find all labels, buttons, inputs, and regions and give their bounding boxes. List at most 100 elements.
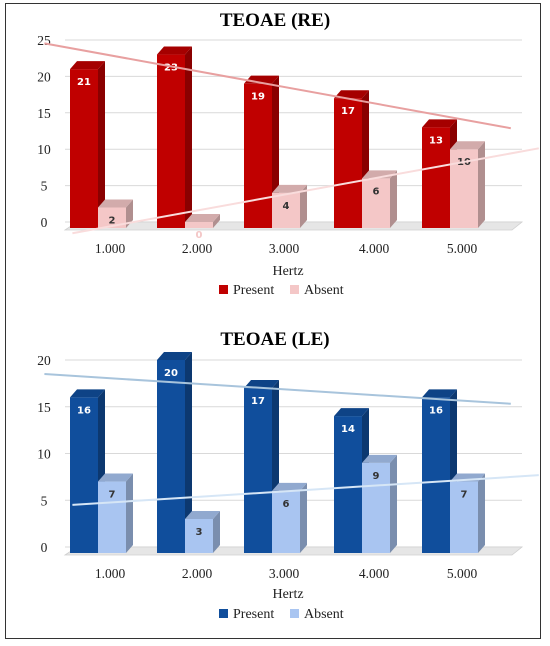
x-tick-label: 2.000 [182, 241, 213, 256]
bar-top [272, 184, 307, 193]
data-label: 23 [164, 63, 178, 74]
bar-front [185, 518, 213, 553]
bar-top [185, 214, 220, 222]
bar-absent-1: 7 [98, 473, 133, 553]
bar-top [157, 46, 192, 55]
bar-front [362, 462, 390, 553]
bar-side [213, 510, 220, 553]
x-axis-label: Hertz [272, 264, 303, 279]
bar-front [70, 69, 98, 229]
legend-swatch [290, 285, 299, 294]
y-tick-label: 0 [41, 540, 48, 555]
data-label: 7 [461, 490, 468, 501]
legend-label: Absent [304, 283, 344, 298]
x-tick-label: 4.000 [359, 566, 390, 581]
data-label: 13 [429, 135, 443, 146]
trendline-absent [72, 147, 539, 235]
bar-front [334, 98, 362, 229]
bar-front [157, 54, 185, 229]
bar-front [244, 388, 272, 553]
bar-side [478, 141, 485, 228]
y-tick-label: 10 [37, 142, 51, 157]
bar-top [422, 119, 457, 128]
legend-label: Present [233, 607, 274, 622]
bar-top [334, 90, 369, 99]
trendline-absent [72, 474, 539, 506]
bar-front [422, 397, 450, 553]
data-label: 19 [251, 92, 265, 103]
bar-present-2: 20 [157, 352, 192, 553]
x-tick-label: 5.000 [447, 566, 478, 581]
bar-top [70, 389, 105, 398]
data-label: 2 [109, 215, 116, 226]
data-label: 6 [283, 499, 290, 510]
x-tick-label: 1.000 [95, 566, 126, 581]
y-tick-label: 5 [41, 493, 48, 508]
data-label: 16 [77, 405, 91, 416]
bar-side [300, 482, 307, 553]
bar-front [362, 178, 390, 228]
bar-top [70, 61, 105, 70]
bar-top [185, 510, 220, 519]
x-tick-label: 1.000 [95, 241, 126, 256]
bar-side [390, 454, 397, 553]
bar-front [272, 490, 300, 553]
x-tick-label: 5.000 [447, 241, 478, 256]
x-tick-label: 2.000 [182, 566, 213, 581]
legend: Present Absent [219, 607, 344, 622]
bar-side [390, 170, 397, 228]
data-label: 17 [251, 396, 265, 407]
bar-front [422, 127, 450, 228]
bar-top [98, 199, 133, 208]
data-label: 7 [109, 490, 116, 501]
data-label: 4 [283, 201, 290, 212]
data-label: 20 [164, 368, 178, 379]
y-tick-label: 0 [41, 215, 48, 230]
chart-title: TEOAE (RE) [220, 10, 330, 31]
bar-top [422, 389, 457, 398]
bar-front [70, 397, 98, 553]
bar-present-1: 21 [70, 61, 105, 229]
legend: Present Absent [219, 283, 344, 298]
bar-front [244, 83, 272, 229]
x-tick-label: 3.000 [269, 566, 300, 581]
bar-top [272, 482, 307, 491]
bar-absent-4: 9 [362, 454, 397, 553]
y-tick-label: 15 [37, 400, 51, 415]
chart-2: TEOAE (LE) 0 5 10 15 20 16 20 17 14 16 7 3 6 9 7 1.000 2.… [37, 329, 539, 622]
y-tick-label: 20 [37, 69, 51, 84]
data-label: 14 [341, 424, 355, 435]
bar-side [185, 352, 192, 553]
bar-front [98, 481, 126, 553]
x-tick-label: 3.000 [269, 241, 300, 256]
bar-side [213, 214, 220, 228]
y-tick-label: 5 [41, 179, 48, 194]
data-label: 3 [196, 527, 203, 538]
bar-absent-5: 7 [450, 473, 485, 553]
y-tick-label: 25 [37, 33, 51, 48]
x-tick-label: 4.000 [359, 241, 390, 256]
trendline-present [44, 42, 511, 130]
bar-side [300, 184, 307, 228]
legend-swatch [290, 609, 299, 618]
data-label: 9 [373, 471, 380, 482]
bar-side [126, 473, 133, 553]
bar-front [185, 222, 213, 228]
legend-label: Absent [304, 607, 344, 622]
bar-front [334, 416, 362, 553]
chart-title: TEOAE (LE) [220, 329, 329, 350]
y-tick-label: 15 [37, 106, 51, 121]
bar-side [126, 199, 133, 228]
bar-front [272, 192, 300, 228]
bar-front [98, 207, 126, 228]
legend-label: Present [233, 283, 274, 298]
bar-absent-2: 3 [185, 510, 220, 553]
bar-present-2: 23 [157, 46, 192, 229]
trendline-present [44, 373, 511, 405]
data-label: 16 [429, 405, 443, 416]
bar-side [478, 473, 485, 553]
legend-swatch [219, 609, 228, 618]
bar-top [362, 454, 397, 463]
bar-top [98, 473, 133, 482]
